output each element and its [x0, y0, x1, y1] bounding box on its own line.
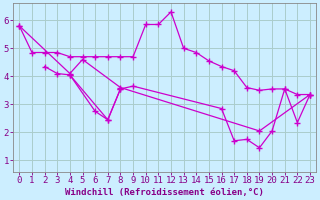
X-axis label: Windchill (Refroidissement éolien,°C): Windchill (Refroidissement éolien,°C)	[65, 188, 264, 197]
